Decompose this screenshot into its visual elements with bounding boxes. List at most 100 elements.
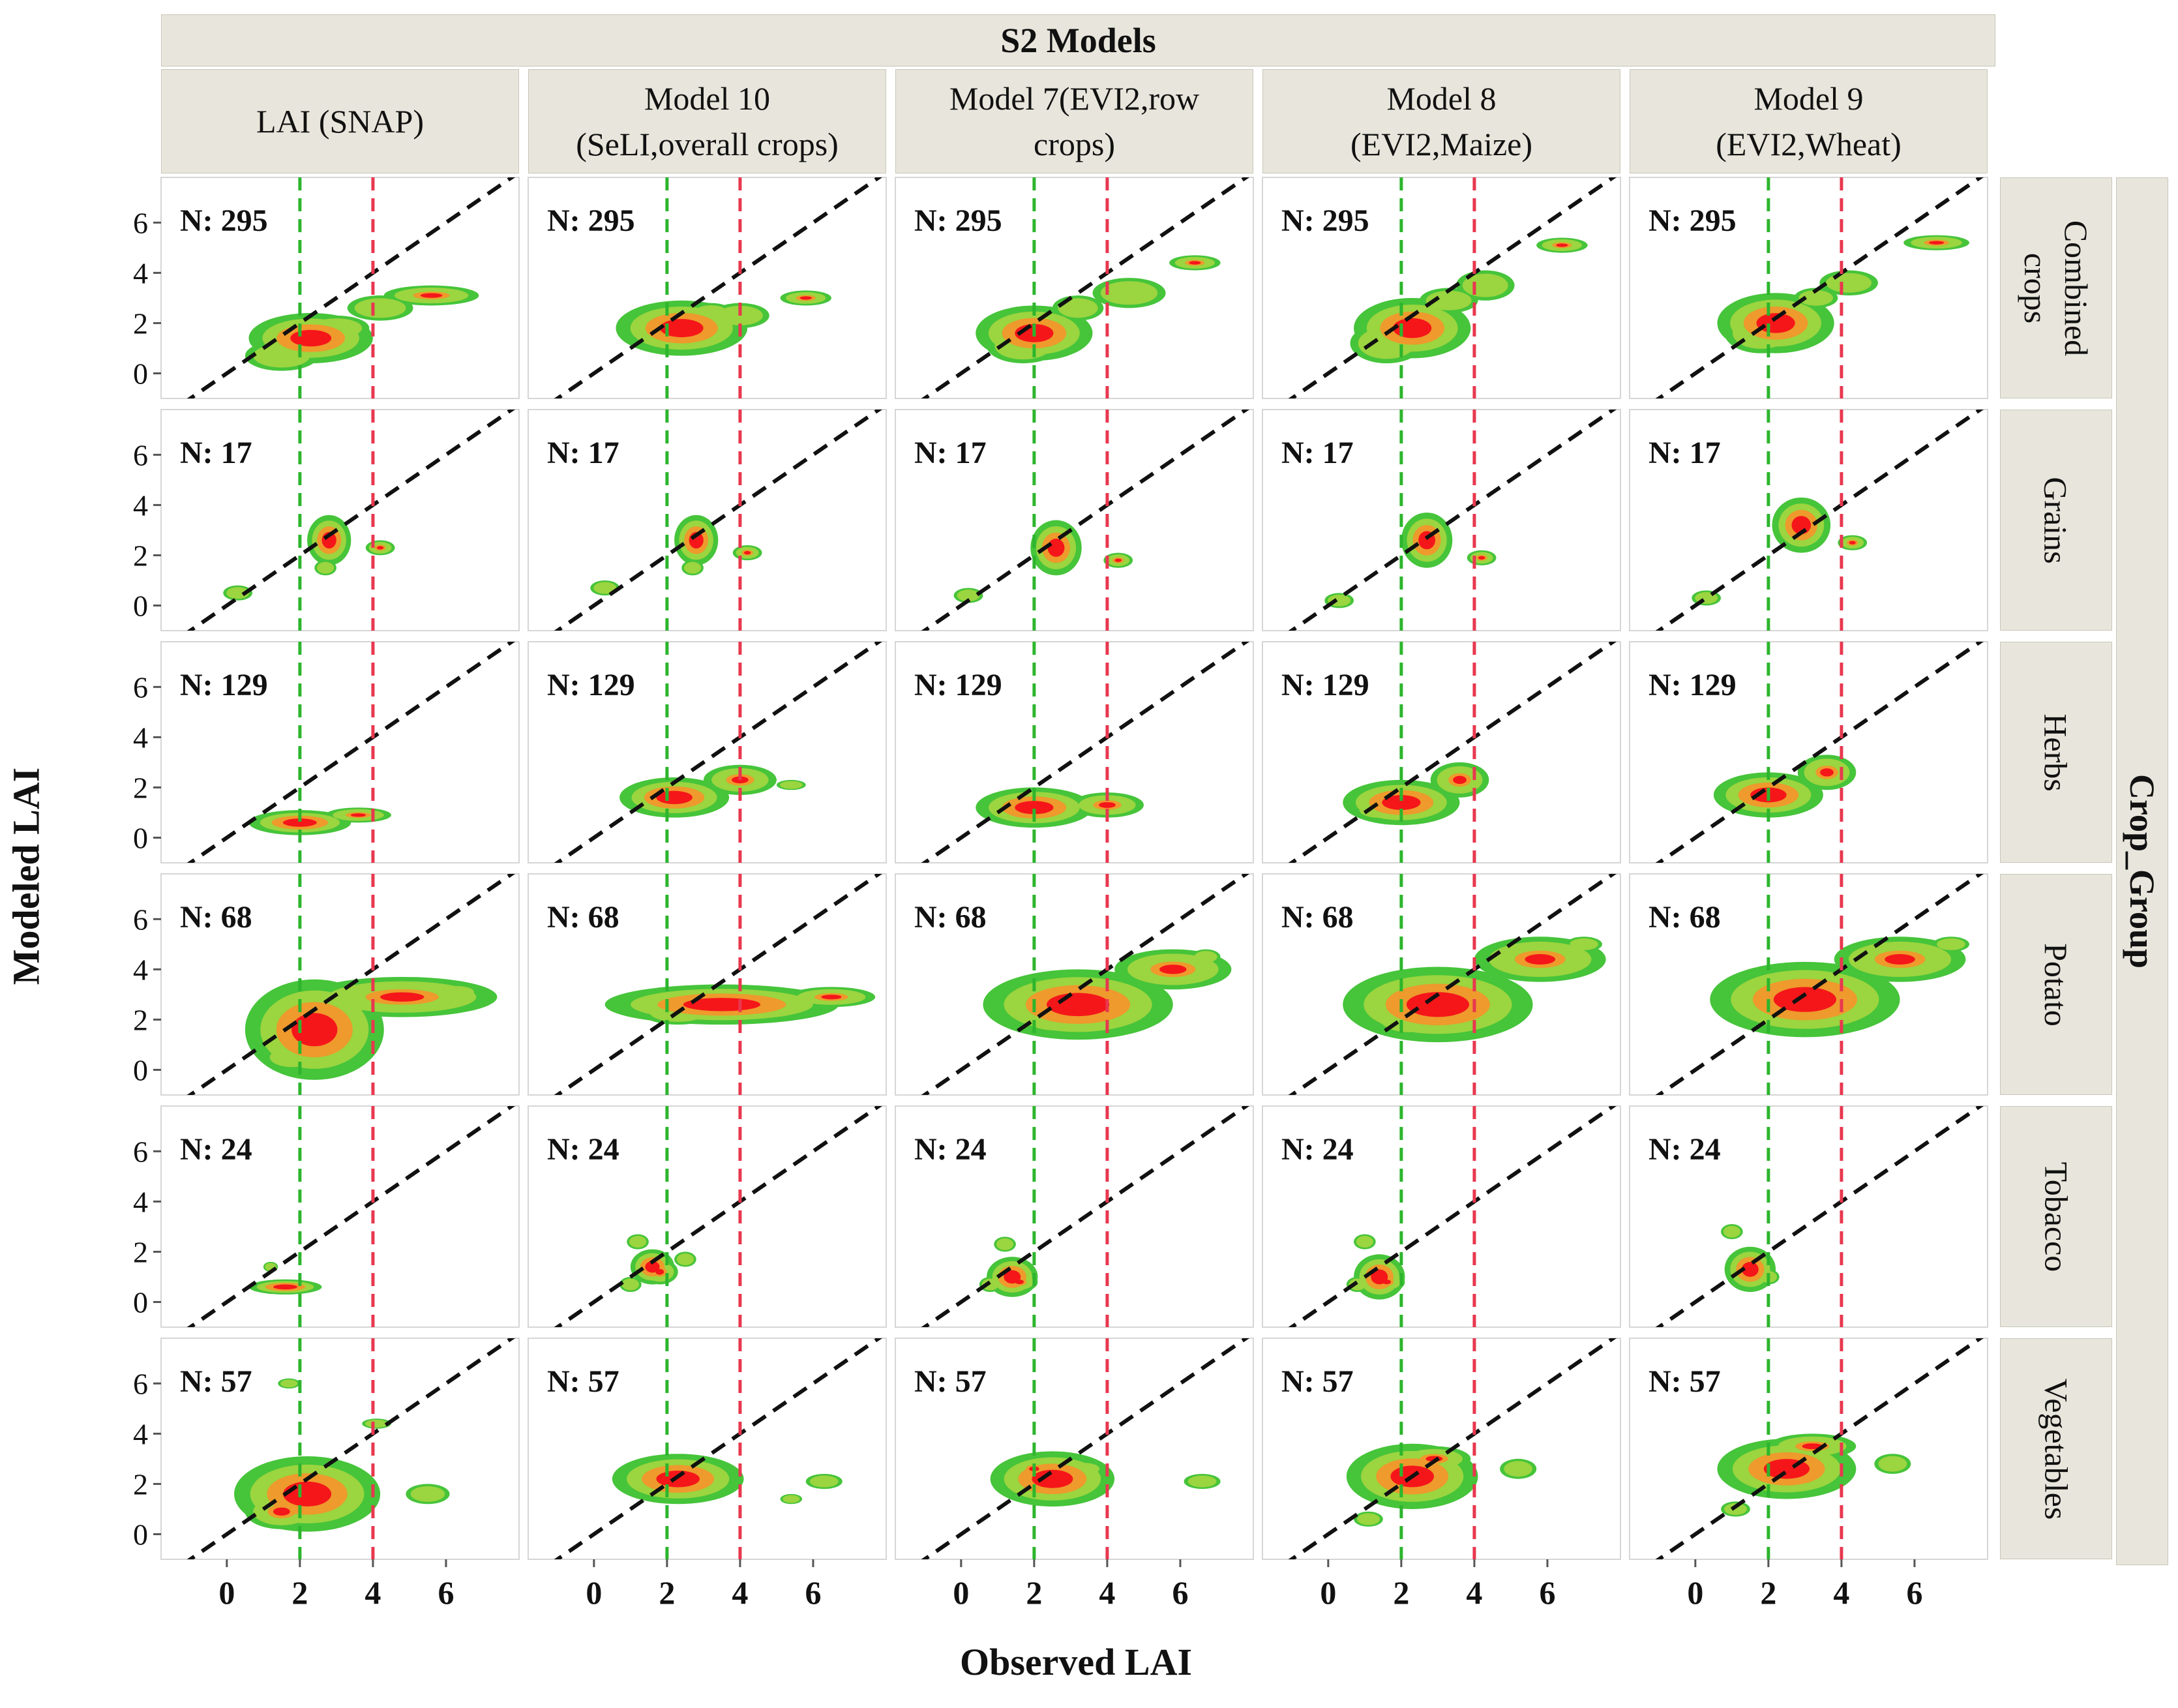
facet-column-label: Model 8 (EVI2,Maize) — [1350, 80, 1533, 162]
facet-row-label: Tobacco — [2037, 1161, 2074, 1272]
density-contour-medium — [410, 1486, 445, 1502]
facet-row-label: Vegetables — [2038, 1378, 2075, 1520]
panel: N: 17 — [528, 409, 887, 631]
facet-column-strip: Model 9 (EVI2,Wheat) — [1630, 69, 1988, 173]
panel-content — [1655, 1106, 1984, 1327]
x-tick-label: 6 — [438, 1574, 454, 1611]
one-to-one-line — [1655, 410, 1984, 631]
sample-count-label: N: 129 — [914, 668, 1002, 702]
x-tick-label: 0 — [1320, 1574, 1336, 1611]
facet-row-label: Potato — [2037, 942, 2074, 1026]
sample-count-label: N: 129 — [1648, 668, 1737, 702]
density-contour-medium — [1349, 1278, 1366, 1291]
panel-content — [186, 1338, 516, 1559]
x-tick-label: 6 — [1906, 1574, 1922, 1611]
facet-row-strip: Grains — [2000, 410, 2112, 631]
y-tick-label: 6 — [133, 1367, 148, 1400]
one-to-one-line — [1655, 177, 1984, 398]
panel: N: 24 — [1629, 1105, 1988, 1328]
density-contour-medium — [1058, 298, 1098, 318]
x-tick-label: 4 — [365, 1574, 381, 1611]
panel-frame — [1262, 641, 1621, 863]
sample-count-label: N: 17 — [180, 436, 252, 470]
density-contour-peak — [655, 1268, 664, 1275]
sample-count-label: N: 57 — [180, 1364, 252, 1399]
x-tick-label: 4 — [1466, 1574, 1482, 1611]
density-contour-medium — [365, 1419, 388, 1428]
y-tick-label: 4 — [133, 1185, 148, 1218]
sample-count-label: N: 24 — [180, 1132, 252, 1167]
density-contour-medium — [280, 1379, 298, 1388]
density-contour-peak — [1746, 1268, 1754, 1276]
density-contour-peak — [1453, 775, 1467, 785]
density-contour-medium — [440, 986, 474, 998]
x-tick-label: 4 — [732, 1574, 748, 1611]
one-to-one-line — [1655, 1106, 1984, 1327]
one-to-one-line — [186, 410, 516, 631]
panel-content — [554, 410, 883, 631]
sample-count-label: N: 129 — [180, 668, 268, 702]
one-to-one-line — [186, 177, 516, 398]
density-contour-medium — [593, 582, 617, 594]
one-to-one-line — [1288, 177, 1617, 398]
density-contour-peak — [380, 992, 425, 1002]
y-tick-label: 2 — [133, 539, 148, 572]
density-contour-peak — [1478, 556, 1485, 560]
panel: N: 295 — [1629, 177, 1988, 399]
panel: N: 68 — [895, 873, 1254, 1096]
y-tick-label: 6 — [133, 1135, 148, 1168]
panel-content — [186, 177, 516, 398]
y-tick-label: 2 — [133, 1467, 148, 1501]
panel-content — [1288, 410, 1617, 631]
density-contour-peak — [1525, 953, 1556, 965]
sample-count-label: N: 57 — [1648, 1364, 1721, 1399]
one-to-one-line — [554, 410, 883, 631]
facet-row-group-title: Crop_Group — [2123, 773, 2162, 969]
density-contour-peak — [1791, 516, 1812, 535]
density-contour-peak — [1382, 1280, 1391, 1285]
density-contour-medium — [809, 1475, 839, 1488]
panel-content — [921, 1338, 1250, 1559]
density-contour-peak — [1773, 987, 1836, 1012]
panel-content — [186, 874, 516, 1095]
one-to-one-line — [1288, 1106, 1617, 1327]
panel: N: 68 — [1629, 873, 1988, 1096]
density-contour-medium — [783, 1495, 800, 1503]
y-tick-label: 2 — [133, 1003, 148, 1036]
panel: N: 17 — [1629, 409, 1988, 631]
sample-count-label: N: 68 — [180, 900, 252, 935]
sample-count-label: N: 295 — [547, 203, 635, 238]
density-contour-medium — [354, 298, 406, 318]
panel-content — [1288, 1338, 1617, 1559]
y-tick-label: 2 — [133, 307, 148, 340]
x-tick-label: 2 — [1760, 1574, 1776, 1611]
sample-count-label: N: 295 — [1648, 203, 1737, 238]
y-tick-label: 2 — [133, 771, 148, 804]
facet-column-strip: Model 10 (SeLI,overall crops) — [528, 69, 886, 173]
facet-row-strip: Potato — [2000, 874, 2112, 1095]
one-to-one-line — [554, 642, 883, 863]
panel: N: 57 0 2 4 6 0 2 4 6 — [133, 1338, 520, 1611]
sample-count-label: N: 57 — [914, 1364, 987, 1399]
panel: N: 68 — [528, 873, 887, 1096]
density-contour-medium — [1100, 281, 1158, 305]
y-tick-label: 4 — [133, 256, 148, 290]
density-contour-medium — [316, 562, 335, 574]
y-tick-label: 4 — [133, 721, 148, 754]
panel-content — [186, 642, 516, 863]
panel-content — [1288, 642, 1617, 863]
one-to-one-line — [554, 874, 883, 1095]
panel: N: 129 — [1629, 641, 1988, 863]
facet-column-strip: Model 7(EVI2,row crops) — [895, 69, 1253, 173]
density-contour-medium — [1937, 938, 1965, 950]
x-tick-label: 6 — [1172, 1574, 1188, 1611]
density-contour-peak — [660, 319, 704, 338]
one-to-one-line — [1288, 1338, 1617, 1559]
sample-count-label: N: 17 — [1281, 436, 1354, 470]
density-contour-medium — [981, 1278, 999, 1291]
sample-count-label: N: 129 — [1281, 668, 1369, 702]
density-contour-peak — [1393, 318, 1432, 338]
sample-count-label: N: 24 — [547, 1132, 619, 1167]
panel-content — [186, 1106, 516, 1327]
panel: N: 17 — [1262, 409, 1621, 631]
